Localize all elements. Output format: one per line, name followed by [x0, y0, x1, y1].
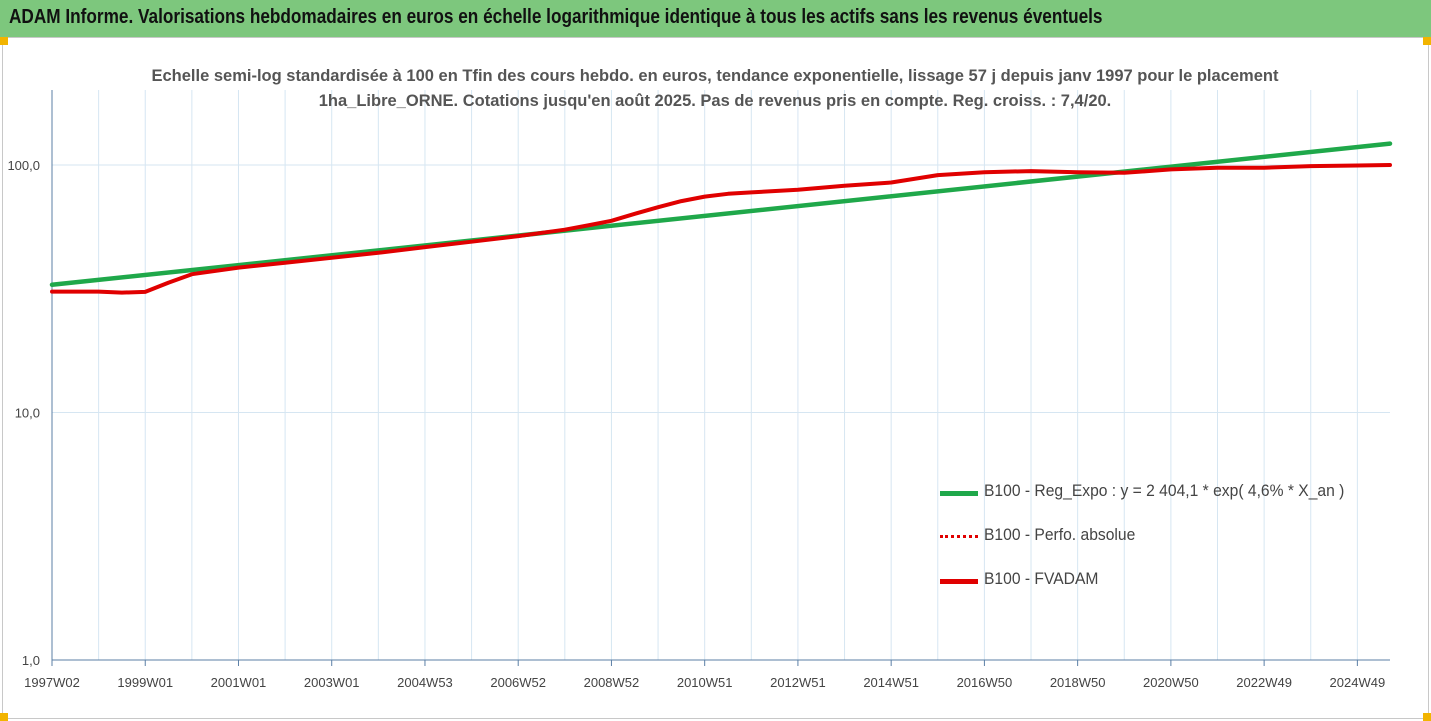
x-tick-label: 1997W02 [24, 675, 80, 690]
legend-label-regression: B100 - Reg_Expo : y = 2 404,1 * exp( 4,6… [984, 481, 1345, 500]
x-tick-label: 2006W52 [490, 675, 546, 690]
chart-frame [2, 37, 1429, 719]
y-tick-label: 1,0 [22, 653, 40, 668]
x-tick-label: 2004W53 [397, 675, 453, 690]
chart-title: Echelle semi-log standardisée à 100 en T… [151, 67, 1279, 110]
series-lines [49, 141, 1393, 295]
legend-label-perfo-absolue: B100 - Perfo. absolue [984, 525, 1136, 544]
y-tick-label: 10,0 [15, 406, 40, 421]
x-tick-label: 2010W51 [677, 675, 733, 690]
legend-swatch-fvadam [940, 579, 978, 584]
x-tick-label: 1999W01 [117, 675, 173, 690]
x-tick-label: 2014W51 [863, 675, 919, 690]
x-tick-label: 2022W49 [1236, 675, 1292, 690]
x-tick-label: 2020W50 [1143, 675, 1199, 690]
resize-handle-top-right[interactable] [1423, 37, 1431, 45]
resize-handle-bottom-right[interactable] [1423, 713, 1431, 721]
x-tick-label: 2003W01 [304, 675, 360, 690]
series-line-fvadam [50, 163, 1392, 295]
x-tick-label: 2001W01 [211, 675, 267, 690]
y-tick-label: 100,0 [7, 158, 40, 173]
resize-handle-top-left[interactable] [0, 37, 8, 45]
resize-handle-bottom-left[interactable] [0, 713, 8, 721]
report-banner: ADAM Informe. Valorisations hebdomadaire… [0, 0, 1431, 37]
grid-lines [52, 90, 1390, 660]
legend-swatch-regression [940, 491, 978, 496]
series-line-perfo-absolue [50, 163, 1392, 295]
x-tick-label: 2012W51 [770, 675, 826, 690]
x-tick-label: 2016W50 [957, 675, 1013, 690]
axes [51, 90, 1390, 666]
x-tick-label: 2008W52 [584, 675, 640, 690]
report-title: ADAM Informe. Valorisations hebdomadaire… [9, 6, 1103, 28]
tick-labels: 1997W02 1999W01 2001W01 2003W01 2004W53 2006W… [7, 158, 1385, 690]
legend-label-fvadam: B100 - FVADAM [984, 569, 1099, 588]
legend-swatch-perfo-absolue [940, 535, 978, 538]
x-tick-label: 2024W49 [1330, 675, 1386, 690]
x-tick-label: 2018W50 [1050, 675, 1106, 690]
series-line-regression [49, 141, 1393, 288]
